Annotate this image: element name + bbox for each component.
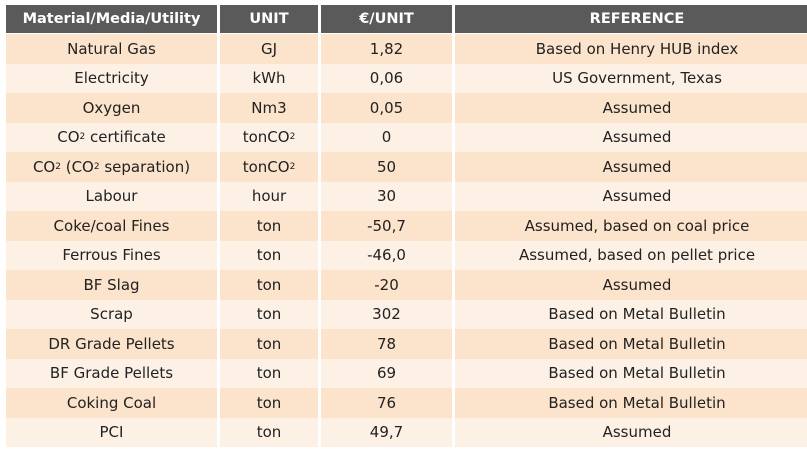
cell-material: CO 2 (CO 2 separation): [6, 152, 217, 182]
cell-price: 49,7: [321, 417, 452, 447]
cell-price: 302: [321, 299, 452, 329]
cell-reference: Based on Metal Bulletin: [455, 329, 807, 359]
cell-unit: ton: [220, 417, 318, 447]
header-price: €/UNIT: [321, 5, 452, 33]
cell-unit: Nm3: [220, 93, 318, 123]
cell-unit: ton: [220, 388, 318, 418]
cell-price: -46,0: [321, 240, 452, 270]
cell-reference: Based on Metal Bulletin: [455, 358, 807, 388]
cell-material: CO 2 certificate: [6, 122, 217, 152]
cell-reference: Assumed: [455, 181, 807, 211]
cell-material: Coke/coal Fines: [6, 211, 217, 241]
cell-price: 78: [321, 329, 452, 359]
cell-reference: Based on Henry HUB index: [455, 34, 807, 64]
cell-material: Oxygen: [6, 93, 217, 123]
cell-price: 0: [321, 122, 452, 152]
header-material: Material/Media/Utility: [6, 5, 217, 33]
cell-unit: ton: [220, 211, 318, 241]
cell-material: DR Grade Pellets: [6, 329, 217, 359]
cell-unit: hour: [220, 181, 318, 211]
cell-unit: ton: [220, 329, 318, 359]
cost-table: Material/Media/Utility UNIT €/UNIT REFER…: [6, 5, 807, 447]
cell-price: 30: [321, 181, 452, 211]
cell-reference: Based on Metal Bulletin: [455, 388, 807, 418]
cell-material: Scrap: [6, 299, 217, 329]
cell-material: Coking Coal: [6, 388, 217, 418]
cell-price: 0,05: [321, 93, 452, 123]
cell-reference: Assumed: [455, 270, 807, 300]
cell-material: PCI: [6, 417, 217, 447]
cell-price: 0,06: [321, 63, 452, 93]
cell-reference: Assumed: [455, 417, 807, 447]
cell-material: Natural Gas: [6, 34, 217, 64]
cell-unit: ton: [220, 270, 318, 300]
cell-material: Electricity: [6, 63, 217, 93]
cell-unit: tonCO 2: [220, 122, 318, 152]
cell-unit: ton: [220, 240, 318, 270]
cell-price: -20: [321, 270, 452, 300]
cell-reference: Based on Metal Bulletin: [455, 299, 807, 329]
cell-material: BF Grade Pellets: [6, 358, 217, 388]
cell-unit: ton: [220, 358, 318, 388]
cell-reference: Assumed: [455, 152, 807, 182]
cell-price: -50,7: [321, 211, 452, 241]
cell-reference: Assumed: [455, 93, 807, 123]
cell-reference: Assumed: [455, 122, 807, 152]
cell-reference: Assumed, based on coal price: [455, 211, 807, 241]
cell-material: Ferrous Fines: [6, 240, 217, 270]
cell-price: 50: [321, 152, 452, 182]
cell-unit: kWh: [220, 63, 318, 93]
cell-price: 76: [321, 388, 452, 418]
cell-unit: GJ: [220, 34, 318, 64]
header-unit: UNIT: [220, 5, 318, 33]
cell-material: Labour: [6, 181, 217, 211]
header-reference: REFERENCE: [455, 5, 807, 33]
cell-unit: tonCO 2: [220, 152, 318, 182]
cell-unit: ton: [220, 299, 318, 329]
cell-material: BF Slag: [6, 270, 217, 300]
cell-price: 69: [321, 358, 452, 388]
cell-price: 1,82: [321, 34, 452, 64]
cell-reference: Assumed, based on pellet price: [455, 240, 807, 270]
cell-reference: US Government, Texas: [455, 63, 807, 93]
